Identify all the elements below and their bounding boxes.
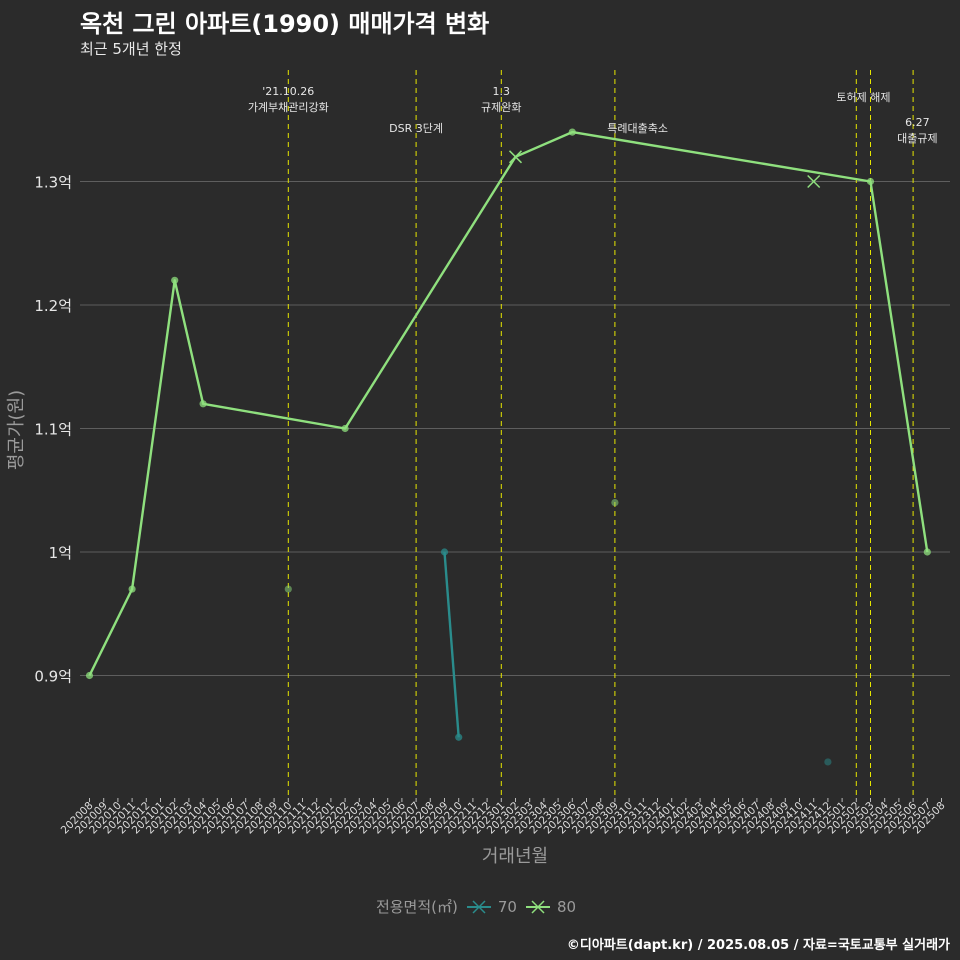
series-line-80 [88,130,929,677]
legend: 전용면적(㎡) 70 80 [0,896,960,917]
data-point [455,733,463,741]
data-point [923,548,931,556]
event-label: 6.27 [905,116,930,129]
y-tick-label: 0.9억 [34,668,72,686]
data-point [171,276,179,284]
data-point [341,424,349,433]
y-tick-label: 1.1억 [34,421,72,439]
y-tick-label: 1억 [49,544,72,562]
data-point [128,585,136,593]
data-point [568,128,576,136]
legend-symbol-70 [466,899,491,914]
event-label: 가계부채관리강화 [248,101,329,114]
event-label: 특례대출축소 [607,122,668,135]
cross-stroke [807,174,821,189]
legend-item-70[interactable]: 70 [466,898,517,916]
x-axis-title: 거래년월 [482,846,548,867]
data-point-faded [824,758,832,766]
event-label: 규제완화 [481,101,521,114]
data-point [440,548,449,556]
data-point [866,177,875,186]
legend-title: 전용면적(㎡) [375,898,458,916]
data-point-faded [284,585,292,593]
chart-subtitle: 최근 5개년 한정 [80,40,182,58]
legend-symbol-80 [525,899,550,914]
legend-item-80[interactable]: 80 [525,898,576,916]
event-label: 1.3 [493,85,511,98]
cross-stroke [508,150,523,164]
event-label: DSR 3단계 [389,122,443,135]
caption: ©디아파트(dapt.kr) / 2025.08.05 / 자료=국토교통부 실… [566,938,950,953]
y-axis-title: 평균가(원) [6,390,27,470]
data-point-faded [611,499,619,507]
legend-label-70: 70 [497,897,517,916]
y-tick-label: 1.2억 [34,297,72,315]
data-point [85,671,94,680]
event-label: 토허제 해제 [836,90,890,104]
y-tick-label: 1.3억 [34,174,72,192]
data-point-cross [807,174,821,189]
legend-label-80: 80 [556,897,577,916]
chart-title: 옥천 그린 아파트(1990) 매매가격 변화 [80,10,490,38]
event-label: 대출규제 [897,132,937,145]
data-point [199,400,207,408]
event-label: '21.10.26 [262,85,314,98]
series-line-70 [443,551,460,738]
data-point-cross [508,150,523,164]
